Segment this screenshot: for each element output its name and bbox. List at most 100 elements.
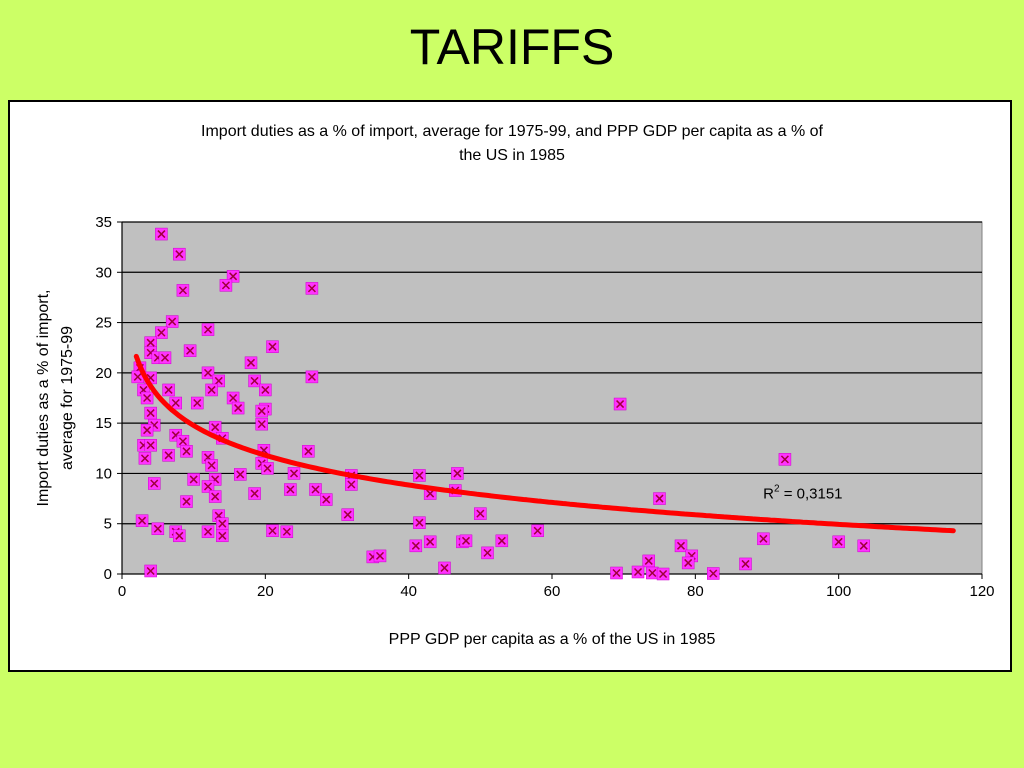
data-point	[155, 227, 168, 241]
data-point	[341, 508, 354, 521]
slide-title: TARIFFS	[409, 19, 615, 75]
data-point	[144, 439, 157, 452]
data-point	[373, 549, 387, 563]
r-squared-superscript: 2	[774, 484, 780, 495]
data-point	[610, 566, 623, 580]
data-point	[131, 370, 145, 384]
data-point	[165, 315, 179, 328]
data-point	[305, 370, 319, 384]
data-point	[216, 529, 229, 543]
data-point	[413, 516, 426, 529]
data-point	[244, 356, 258, 370]
data-point	[162, 383, 175, 397]
y-tick-label: 5	[104, 516, 112, 533]
chart-title-line-1: Import duties as a % of import, average …	[201, 123, 824, 140]
data-point	[280, 525, 294, 539]
data-point	[144, 564, 157, 578]
tick-labels: 0 5 10 15 20 25 30 35 0 20 40 60 80 100 120	[95, 214, 994, 600]
data-point	[345, 478, 358, 491]
data-point	[191, 396, 204, 410]
data-point	[832, 535, 845, 549]
y-tick-label: 0	[104, 566, 112, 583]
data-point	[180, 495, 193, 508]
x-tick-label: 100	[826, 583, 851, 600]
data-point	[613, 397, 627, 411]
data-point	[138, 452, 152, 465]
data-point	[284, 483, 297, 496]
data-point	[778, 453, 792, 466]
r-squared-annotation: R2 = 0,3151	[763, 484, 842, 503]
data-point	[248, 487, 261, 500]
data-point	[144, 406, 157, 420]
data-point	[320, 493, 333, 506]
x-tick-label: 80	[687, 583, 704, 600]
data-point	[148, 477, 161, 490]
data-point	[681, 556, 695, 570]
data-point	[707, 567, 720, 580]
x-axis-label: PPP GDP per capita as a % of the US in 1…	[389, 631, 716, 648]
data-point	[261, 462, 274, 475]
data-point	[674, 539, 688, 553]
data-point	[208, 490, 222, 503]
data-point	[656, 567, 670, 581]
data-point	[205, 459, 218, 472]
data-point	[451, 467, 464, 480]
y-tick-label: 25	[95, 315, 112, 332]
data-point	[423, 535, 437, 549]
chart-title-line-2: the US in 1985	[459, 147, 565, 164]
data-point	[205, 383, 218, 397]
data-point	[226, 391, 240, 405]
data-point	[219, 279, 233, 292]
y-tick-label: 30	[95, 264, 112, 281]
data-point	[201, 480, 215, 493]
data-point	[739, 557, 752, 571]
data-point	[183, 344, 197, 357]
y-tick-label: 20	[95, 365, 112, 382]
data-point	[201, 323, 215, 336]
data-point	[201, 525, 215, 539]
data-point	[255, 417, 268, 431]
data-point	[173, 247, 186, 261]
data-point	[187, 473, 200, 486]
data-points	[131, 227, 870, 581]
data-point	[631, 565, 645, 579]
data-point	[642, 554, 655, 568]
data-point	[646, 566, 659, 580]
data-point	[857, 539, 870, 553]
data-point	[216, 517, 229, 530]
data-point	[234, 468, 247, 481]
y-tick-label: 10	[95, 465, 112, 482]
data-point	[409, 539, 423, 553]
data-point	[155, 326, 168, 339]
data-point	[201, 366, 215, 380]
data-point	[248, 374, 261, 388]
r-squared-value: = 0,3151	[780, 486, 843, 503]
x-tick-label: 120	[969, 583, 994, 600]
y-tick-label: 35	[95, 214, 112, 231]
data-point	[140, 391, 154, 405]
x-tick-label: 40	[400, 583, 417, 600]
r-squared-letter: R	[763, 486, 774, 503]
x-tick-label: 60	[544, 583, 561, 600]
data-point	[653, 492, 666, 505]
data-point	[302, 445, 315, 458]
data-point	[176, 434, 190, 448]
data-point	[474, 507, 487, 520]
data-point	[531, 524, 544, 538]
y-tick-label: 15	[95, 415, 112, 432]
data-point	[757, 532, 770, 546]
data-point	[176, 284, 190, 297]
x-tick-label: 0	[118, 583, 126, 600]
y-axis-label-line-2: average for 1975-99	[59, 326, 76, 470]
data-point	[231, 401, 245, 415]
x-tick-label: 20	[257, 583, 274, 600]
data-point	[144, 336, 157, 349]
chart-frame: Import duties as a % of import, average …	[8, 100, 1012, 672]
data-point	[208, 420, 222, 434]
axes	[117, 221, 983, 579]
data-point	[135, 514, 149, 527]
y-axis-label-line-1: Import duties as a % of import,	[35, 290, 52, 507]
plot-area	[121, 221, 983, 575]
data-point	[309, 483, 322, 496]
data-point	[413, 469, 426, 482]
